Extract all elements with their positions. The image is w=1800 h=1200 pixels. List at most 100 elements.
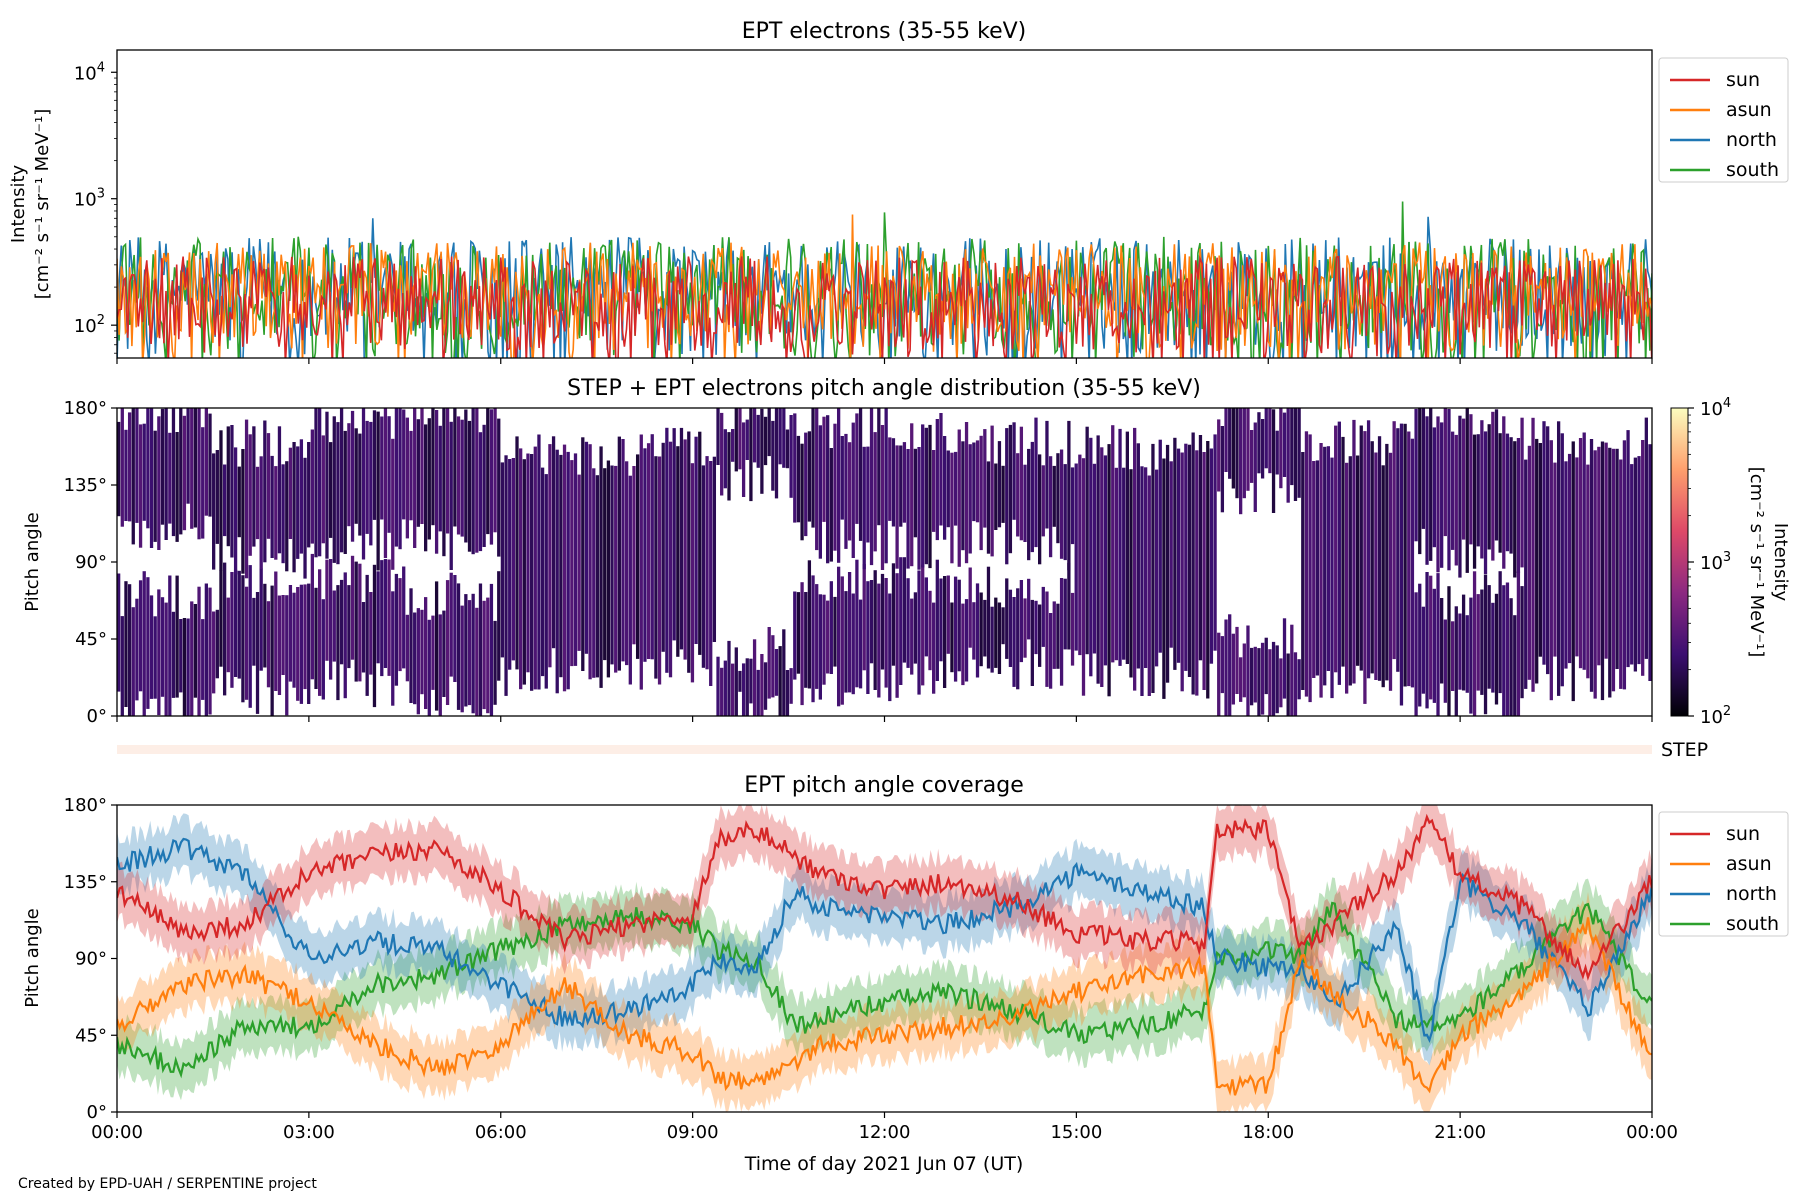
heatmap-cell <box>471 408 475 555</box>
heatmap-cell <box>149 408 154 548</box>
heatmap-cell <box>1641 440 1645 676</box>
heatmap-cell <box>661 442 665 652</box>
heatmap-cell <box>800 443 804 541</box>
heatmap-cell <box>1019 580 1024 663</box>
heatmap-cell <box>577 474 581 651</box>
heatmap-cell <box>694 436 698 644</box>
heatmap-cell <box>453 408 457 527</box>
heatmap-cell <box>270 455 274 558</box>
heatmap-cell <box>986 566 991 669</box>
heatmap-cell <box>1476 594 1480 691</box>
heatmap-cell <box>427 619 431 716</box>
heatmap-cell <box>785 670 790 716</box>
heatmap-cell <box>398 578 402 672</box>
heatmap-cell <box>365 574 369 696</box>
heatmap-cell <box>738 408 742 470</box>
heatmap-cell <box>175 432 179 542</box>
heatmap-cell <box>263 583 267 668</box>
panel1-title: EPT electrons (35-55 keV) <box>742 19 1027 44</box>
heatmap-cell <box>131 408 135 545</box>
heatmap-cell <box>741 663 746 716</box>
heatmap-cell <box>277 595 282 695</box>
heatmap-cell <box>387 559 391 676</box>
heatmap-cell <box>793 591 797 680</box>
heatmap-cell <box>548 444 552 668</box>
heatmap-cell <box>1016 588 1020 690</box>
heatmap-cell <box>270 585 274 716</box>
heatmap-cell <box>1220 426 1225 513</box>
heatmap-cell <box>332 416 336 563</box>
heatmap-cell <box>796 435 801 523</box>
heatmap-cell <box>924 577 928 657</box>
heatmap-cell <box>1180 452 1184 692</box>
heatmap-cell <box>932 450 936 532</box>
heatmap-cell <box>946 575 950 654</box>
heatmap-cell <box>1392 421 1396 660</box>
heatmap-cell <box>1246 408 1250 491</box>
series-north-line <box>117 837 1652 1043</box>
heatmap-cell <box>917 570 921 695</box>
heatmap-cell <box>851 593 855 695</box>
heatmap-cell <box>734 408 738 472</box>
heatmap-cell <box>1070 592 1075 666</box>
heatmap-cell <box>409 430 413 521</box>
y-tick-label: 45° <box>75 629 107 650</box>
heatmap-cell <box>1461 594 1466 691</box>
heatmap-cell <box>1461 418 1466 540</box>
heatmap-cell <box>555 449 559 694</box>
legend-box <box>1658 811 1789 937</box>
heatmap-cell <box>1535 438 1539 684</box>
heatmap-cell <box>215 450 219 544</box>
heatmap-cell <box>986 461 991 554</box>
heatmap-cell <box>811 408 815 528</box>
heatmap-cell <box>668 441 673 678</box>
heatmap-cell <box>460 419 464 537</box>
heatmap-cell <box>928 590 932 671</box>
heatmap-cell <box>1524 459 1528 689</box>
heatmap-cell <box>427 418 431 540</box>
heatmap-cell <box>1133 427 1137 691</box>
heatmap-cell <box>212 611 216 694</box>
heatmap-cell <box>957 429 961 567</box>
heatmap-cell <box>179 408 183 535</box>
heatmap-cell <box>168 575 172 716</box>
heatmap-cell <box>1282 412 1287 477</box>
heatmap-cell <box>504 455 508 696</box>
heatmap-cell <box>676 446 680 657</box>
heatmap-cell <box>127 584 132 716</box>
heatmap-cell <box>310 429 314 544</box>
heatmap-cell <box>1619 459 1623 689</box>
heatmap-cell <box>201 427 205 539</box>
heatmap-cell <box>1286 653 1290 716</box>
heatmap-cell <box>866 581 870 694</box>
heatmap-cell <box>1111 425 1115 663</box>
heatmap-cell <box>482 600 486 710</box>
series-south-line <box>117 201 1652 358</box>
heatmap-cell <box>921 564 925 686</box>
heatmap-cell <box>891 438 896 527</box>
series-sun-line <box>117 255 1652 358</box>
heatmap-cell <box>1472 571 1477 716</box>
heatmap-cell <box>844 433 848 549</box>
heatmap-cell <box>1059 449 1064 559</box>
heatmap-cell <box>142 423 146 521</box>
heatmap-cell <box>467 420 472 552</box>
heatmap-cell <box>942 436 947 540</box>
heatmap-cell <box>1600 441 1605 701</box>
heatmap-cell <box>431 408 435 526</box>
heatmap-cell <box>716 656 720 716</box>
heatmap-cell <box>1414 408 1418 542</box>
heatmap-cell <box>1056 603 1060 669</box>
heatmap-cell <box>182 618 187 716</box>
heatmap-cell <box>1582 432 1586 670</box>
heatmap-cell <box>573 453 578 666</box>
heatmap-cell <box>913 448 918 538</box>
heatmap-cell <box>1578 438 1583 669</box>
heatmap-cell <box>138 580 143 692</box>
heatmap-cell <box>961 441 965 551</box>
heatmap-cell <box>833 423 837 551</box>
heatmap-cell <box>336 585 340 701</box>
heatmap-cell <box>745 658 749 716</box>
heatmap-cell <box>1407 431 1411 687</box>
heatmap-cell <box>475 408 479 553</box>
